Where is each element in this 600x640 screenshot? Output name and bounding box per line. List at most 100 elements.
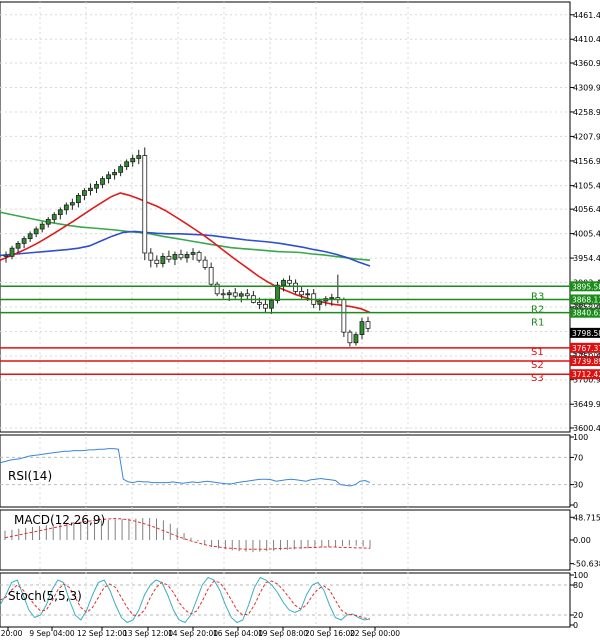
candle-body: [226, 292, 232, 296]
level-tag-s3: [570, 369, 600, 380]
candle-body: [329, 297, 335, 300]
price-tick-label: 4461.40: [573, 11, 600, 20]
price-tick-label: 4156.90: [573, 157, 600, 166]
rsi-indicator: 100 70 30 0: [0, 433, 588, 510]
level-tag-r2: [570, 294, 600, 305]
candle-body: [196, 252, 202, 261]
candle-body: [57, 209, 63, 216]
candle-body: [263, 303, 268, 309]
candle-body: [51, 214, 57, 220]
candle-body: [9, 247, 15, 257]
candle-body: [63, 204, 69, 211]
candle-body: [142, 155, 148, 254]
candle-body: [148, 252, 154, 261]
candle-body: [69, 202, 75, 206]
macd-indicator: 48.715 0.00 -50.638: [4, 513, 600, 569]
level-tag-r3: [570, 281, 600, 292]
time-tick-label: 12 Sep 12:00: [77, 629, 127, 638]
time-tick-label: p 20:00: [0, 629, 23, 638]
level-label-r1: R1: [531, 318, 544, 329]
rsi-tick-label: 0: [573, 501, 578, 510]
candle-body: [118, 166, 124, 173]
pivot-levels: 3895.58 R3 3868.11 R2 3840.63 R1 3767.37 S1 3739…: [0, 281, 600, 384]
stoch-d-line: [0, 580, 371, 620]
stoch-tick-label: 20: [573, 611, 583, 620]
candle-body: [214, 283, 220, 295]
extra-tag-text: 3751.90: [572, 351, 600, 360]
candle-body: [359, 321, 365, 335]
macd-tick-label: 0.00: [573, 536, 591, 545]
stoch-tick-label: 0: [573, 621, 578, 630]
price-tick-label: 4207.90: [573, 132, 600, 141]
candle-body: [232, 292, 238, 297]
candle-body: [100, 178, 105, 185]
candle-body: [293, 282, 299, 292]
price-tick-label: 4005.40: [573, 230, 600, 239]
candle-body: [166, 255, 172, 260]
price-tick-label: 3852.40: [573, 303, 600, 312]
price-tick-label: 3649.90: [573, 400, 600, 409]
candle-body: [184, 254, 190, 259]
candle-body: [275, 284, 280, 301]
candle-body: [238, 293, 244, 297]
candle-body: [21, 238, 27, 244]
time-tick-label: 20 Sep 16:00: [305, 629, 355, 638]
level-tag-text-r1: 3840.63: [572, 309, 600, 318]
candle-body: [27, 233, 33, 239]
candle-body: [269, 300, 274, 309]
candle-body: [76, 195, 81, 204]
candle-body: [106, 174, 111, 180]
stoch-k-line: [0, 576, 371, 624]
time-tick-label: 19 Sep 08:00: [258, 629, 308, 638]
candle-body: [3, 254, 9, 257]
price-tick-label: 4410.40: [573, 35, 600, 44]
ma-mid-line: [0, 230, 371, 267]
time-tick-label: 22 Sep 00:00: [350, 629, 400, 638]
price-tick-label: 4105.40: [573, 182, 600, 191]
candle-body: [178, 254, 184, 259]
macd-tick-label: -50.638: [573, 560, 600, 569]
grid-lines: [0, 2, 570, 627]
candle-body: [130, 158, 136, 163]
stoch-label: Stoch(5,5,3): [8, 589, 82, 603]
candle-body: [353, 334, 359, 344]
candle-body: [281, 279, 286, 286]
candle-body: [136, 155, 142, 159]
candle-body: [220, 293, 226, 296]
time-tick-label: 14 Sep 20:00: [168, 629, 218, 638]
candle-body: [94, 183, 99, 189]
candle-body: [299, 290, 305, 296]
level-label-s3: S3: [531, 373, 544, 384]
candle-body: [82, 190, 87, 196]
level-tag-text-s2: 3739.89: [572, 357, 600, 366]
moving-averages: [0, 192, 371, 314]
price-tick-label: 4056.40: [573, 205, 600, 214]
candle-body: [88, 187, 93, 192]
rsi-label: RSI(14): [8, 469, 52, 483]
rsi-tick-label: 30: [573, 481, 583, 490]
candle-body: [202, 259, 208, 268]
candle-body: [172, 254, 178, 260]
time-tick-label: 9 Sep 04:00: [29, 629, 75, 638]
level-label-s2: S2: [531, 360, 544, 371]
stoch-panel-frame: [0, 572, 571, 628]
level-label-s1: S1: [531, 347, 544, 358]
level-tag-text-s1: 3767.37: [572, 344, 600, 353]
level-tag-text-r2: 3868.11: [572, 295, 600, 304]
level-label-r3: R3: [531, 291, 544, 302]
rsi-line: [0, 448, 371, 487]
candle-body: [305, 293, 311, 296]
time-tick-label: 13 Sep 12:00: [123, 629, 173, 638]
candle-body: [347, 331, 353, 344]
rsi-tick-label: 100: [573, 433, 588, 442]
price-panel-frame: [0, 1, 571, 433]
candle-body: [160, 255, 166, 264]
level-tag-s1: [570, 342, 600, 353]
candlesticks: [3, 147, 371, 347]
current-price-text: 3798.58: [572, 329, 600, 338]
ma-fast-line: [0, 192, 371, 314]
price-tick-label: 3600.40: [573, 424, 600, 433]
price-tick-label: 3700.90: [573, 376, 600, 385]
